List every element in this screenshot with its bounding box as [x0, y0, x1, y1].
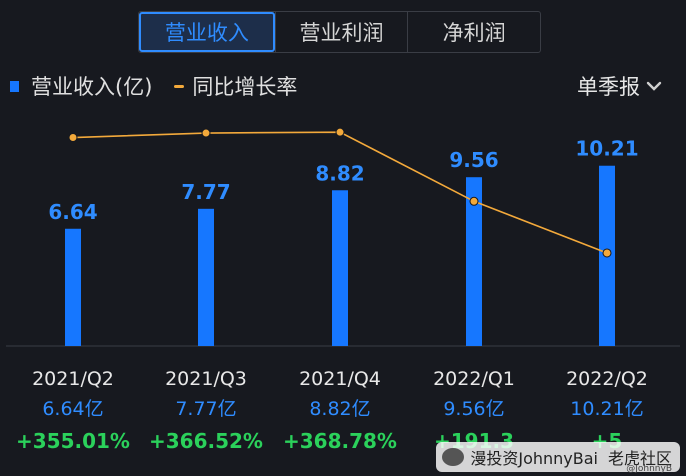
x-tick-label: 2022/Q1 [433, 368, 515, 390]
growth-label: +368.78% [283, 429, 397, 453]
bar-2022/Q1 [466, 177, 482, 346]
period-select-label: 单季报 [577, 75, 640, 99]
chevron-down-icon [646, 81, 662, 91]
bar-2021/Q3 [198, 208, 214, 346]
line-swatch-icon [174, 84, 185, 88]
watermark-text: 漫投资JohnnyBai [470, 449, 598, 468]
tab-revenue[interactable]: 营业收入 [139, 12, 275, 52]
x-label-column: 2021/Q2 6.64亿 +355.01% [8, 364, 138, 458]
bar-value-label: 8.82 [315, 161, 364, 185]
revenue-label: 7.77亿 [175, 398, 237, 420]
x-tick-label: 2021/Q3 [165, 368, 247, 390]
bar-value-label: 7.77 [181, 180, 230, 204]
tab-net-profit[interactable]: 净利润 [407, 12, 540, 52]
x-label-column: 2021/Q4 8.82亿 +368.78% [275, 364, 405, 458]
growth-point [201, 128, 211, 138]
growth-label: +366.52% [149, 429, 263, 453]
period-select[interactable]: 单季报 [577, 72, 662, 100]
x-tick-label: 2021/Q4 [299, 368, 381, 390]
growth-point [602, 248, 612, 258]
bar-value-label: 10.21 [575, 137, 638, 161]
legend-item-revenue[interactable]: 营业收入(亿) [10, 71, 152, 101]
bar-2021/Q4 [332, 190, 348, 346]
revenue-label: 10.21亿 [570, 398, 644, 420]
bar-swatch-icon [10, 80, 19, 92]
watermark-sub: @JohnnyB [626, 464, 672, 474]
x-label-column: 2022/Q2 10.21亿 +5 [542, 364, 672, 458]
legend: 营业收入(亿) 同比增长率 [10, 72, 319, 100]
x-tick-label: 2022/Q2 [566, 368, 648, 390]
watermark: 漫投资JohnnyBai 老虎社区 @JohnnyB [436, 442, 680, 474]
bar-2021/Q2 [65, 228, 81, 346]
x-tick-label: 2021/Q2 [32, 368, 114, 390]
revenue-label: 6.64亿 [42, 398, 104, 420]
revenue-label: 8.82亿 [309, 398, 371, 420]
growth-point [469, 196, 479, 206]
bar-value-label: 9.56 [449, 148, 498, 172]
bar-value-label: 6.64 [48, 200, 97, 224]
growth-point [335, 127, 345, 137]
metric-tabs: 营业收入 营业利润 净利润 [138, 11, 541, 53]
revenue-label: 9.56亿 [443, 398, 505, 420]
x-label-column: 2021/Q3 7.77亿 +366.52% [141, 364, 271, 458]
legend-label-growth: 同比增长率 [192, 75, 298, 99]
legend-label-revenue: 营业收入(亿) [31, 75, 153, 99]
legend-item-growth[interactable]: 同比增长率 [174, 71, 297, 101]
growth-label: +355.01% [16, 429, 130, 453]
growth-point [68, 133, 78, 143]
tab-operating-profit[interactable]: 营业利润 [274, 12, 408, 52]
watermark-brand: 老虎社区 [607, 449, 672, 468]
wechat-icon [442, 448, 465, 466]
